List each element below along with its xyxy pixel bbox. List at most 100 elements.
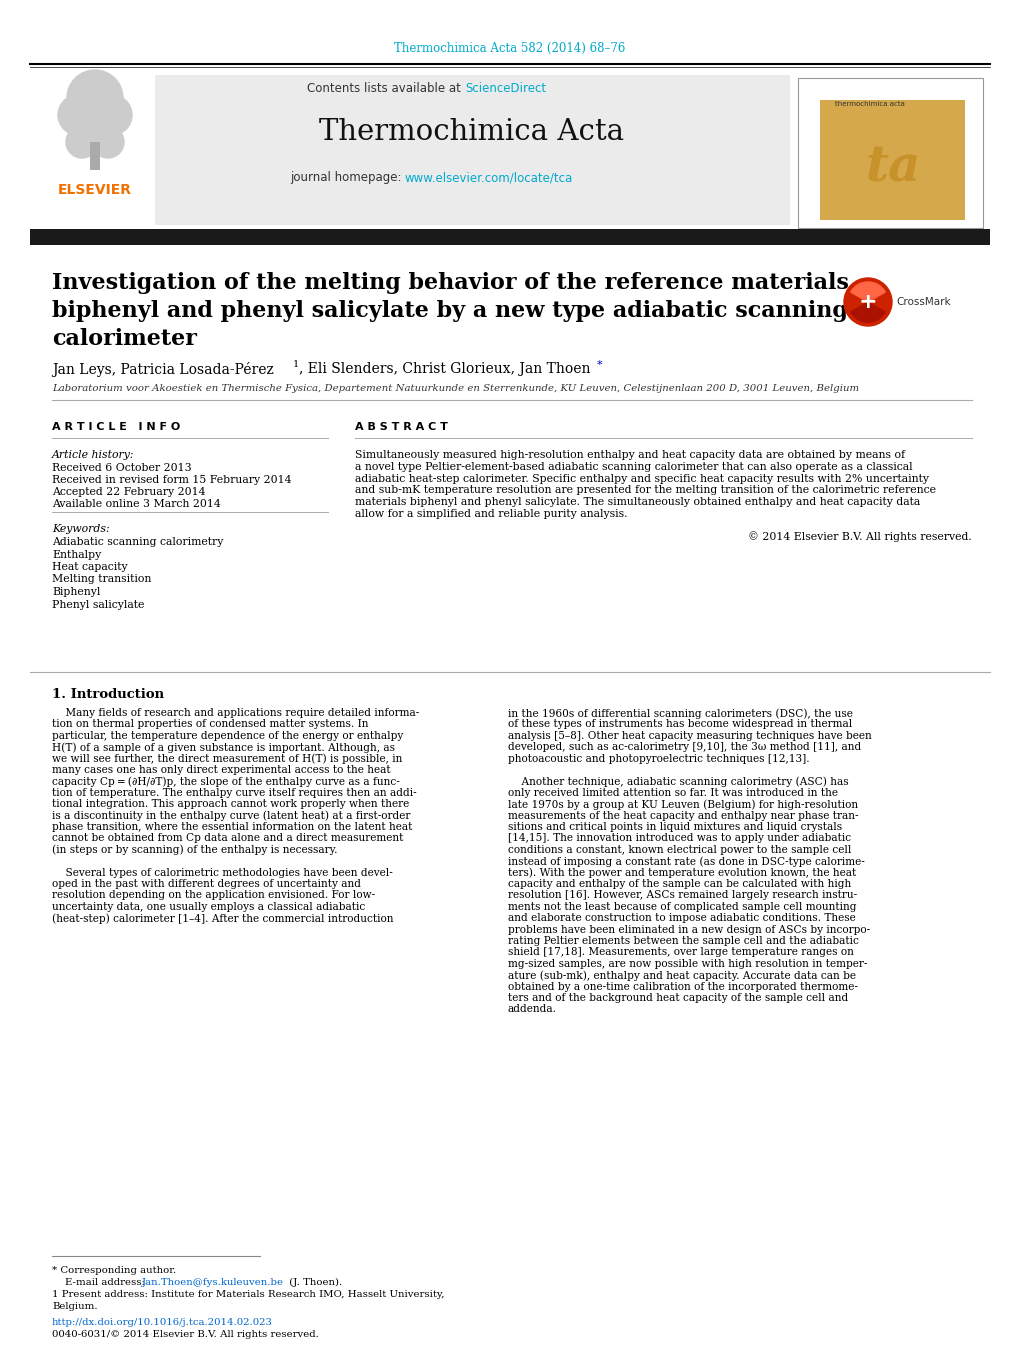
Text: Phenyl salicylate: Phenyl salicylate	[52, 600, 145, 609]
Text: adiabatic heat-step calorimeter. Specific enthalpy and specific heat capacity re: adiabatic heat-step calorimeter. Specifi…	[355, 474, 928, 484]
Circle shape	[66, 126, 98, 158]
Text: allow for a simplified and reliable purity analysis.: allow for a simplified and reliable puri…	[355, 509, 627, 519]
Bar	[155, 76, 790, 226]
Text: E-mail address:: E-mail address:	[52, 1278, 148, 1288]
Text: and sub-mK temperature resolution are presented for the melting transition of th: and sub-mK temperature resolution are pr…	[355, 485, 935, 496]
Text: (heat-step) calorimeter [1–4]. After the commercial introduction: (heat-step) calorimeter [1–4]. After the…	[52, 913, 393, 924]
Text: ments not the least because of complicated sample cell mounting: ments not the least because of complicat…	[507, 902, 856, 912]
Text: ature (sub-mk), enthalpy and heat capacity. Accurate data can be: ature (sub-mk), enthalpy and heat capaci…	[507, 970, 855, 981]
Text: biphenyl and phenyl salicylate by a new type adiabatic scanning: biphenyl and phenyl salicylate by a new …	[52, 300, 847, 322]
Text: capacity and enthalpy of the sample can be calculated with high: capacity and enthalpy of the sample can …	[507, 880, 851, 889]
Text: Adiabatic scanning calorimetry: Adiabatic scanning calorimetry	[52, 536, 223, 547]
Text: Another technique, adiabatic scanning calorimetry (ASC) has: Another technique, adiabatic scanning ca…	[507, 777, 848, 788]
Text: ters). With the power and temperature evolution known, the heat: ters). With the power and temperature ev…	[507, 867, 855, 878]
Text: Investigation of the melting behavior of the reference materials: Investigation of the melting behavior of…	[52, 272, 848, 295]
Text: conditions a constant, known electrical power to the sample cell: conditions a constant, known electrical …	[507, 844, 851, 855]
Text: we will see further, the direct measurement of H(T) is possible, in: we will see further, the direct measurem…	[52, 754, 401, 765]
Text: late 1970s by a group at KU Leuven (Belgium) for high-resolution: late 1970s by a group at KU Leuven (Belg…	[507, 800, 857, 809]
Text: a novel type Peltier-element-based adiabatic scanning calorimeter that can also : a novel type Peltier-element-based adiab…	[355, 462, 912, 471]
FancyBboxPatch shape	[819, 100, 964, 220]
Wedge shape	[850, 282, 884, 303]
Text: , Eli Slenders, Christ Glorieux, Jan Thoen: , Eli Slenders, Christ Glorieux, Jan Tho…	[299, 362, 590, 376]
Text: tional integration. This approach cannot work properly when there: tional integration. This approach cannot…	[52, 800, 409, 809]
Text: only received limited attention so far. It was introduced in the: only received limited attention so far. …	[507, 788, 838, 798]
Text: A R T I C L E   I N F O: A R T I C L E I N F O	[52, 422, 180, 432]
Text: mg-sized samples, are now possible with high resolution in temper-: mg-sized samples, are now possible with …	[507, 959, 866, 969]
Circle shape	[92, 95, 131, 135]
Text: Biphenyl: Biphenyl	[52, 586, 100, 597]
Text: Enthalpy: Enthalpy	[52, 550, 101, 559]
Text: Laboratorium voor Akoestiek en Thermische Fysica, Departement Natuurkunde en Ste: Laboratorium voor Akoestiek en Thermisch…	[52, 384, 858, 393]
Bar	[90, 142, 100, 170]
Text: Thermochimica Acta: Thermochimica Acta	[319, 118, 624, 146]
Text: CrossMark: CrossMark	[895, 297, 950, 307]
Text: Many fields of research and applications require detailed informa-: Many fields of research and applications…	[52, 708, 419, 717]
Text: (J. Thoen).: (J. Thoen).	[285, 1278, 342, 1288]
Text: Jan Leys, Patricia Losada-Pérez: Jan Leys, Patricia Losada-Pérez	[52, 362, 278, 377]
Text: www.elsevier.com/locate/tca: www.elsevier.com/locate/tca	[405, 172, 573, 185]
Text: many cases one has only direct experimental access to the heat: many cases one has only direct experimen…	[52, 765, 390, 775]
Circle shape	[58, 95, 98, 135]
Text: Jan.Thoen@fys.kuleuven.be: Jan.Thoen@fys.kuleuven.be	[142, 1278, 283, 1288]
Text: analysis [5–8]. Other heat capacity measuring techniques have been: analysis [5–8]. Other heat capacity meas…	[507, 731, 871, 740]
Text: Available online 3 March 2014: Available online 3 March 2014	[52, 499, 220, 509]
Text: and elaborate construction to impose adiabatic conditions. These: and elaborate construction to impose adi…	[507, 913, 855, 923]
Text: Accepted 22 February 2014: Accepted 22 February 2014	[52, 486, 205, 497]
Text: of these types of instruments has become widespread in thermal: of these types of instruments has become…	[507, 719, 852, 730]
Text: resolution depending on the application envisioned. For low-: resolution depending on the application …	[52, 890, 375, 900]
FancyBboxPatch shape	[797, 78, 982, 228]
Text: Belgium.: Belgium.	[52, 1302, 98, 1310]
Text: 0040-6031/© 2014 Elsevier B.V. All rights reserved.: 0040-6031/© 2014 Elsevier B.V. All right…	[52, 1329, 319, 1339]
Text: tion on thermal properties of condensed matter systems. In: tion on thermal properties of condensed …	[52, 719, 368, 730]
Text: Keywords:: Keywords:	[52, 524, 109, 534]
Wedge shape	[850, 303, 884, 322]
Text: calorimeter: calorimeter	[52, 328, 197, 350]
Text: Received 6 October 2013: Received 6 October 2013	[52, 463, 192, 473]
Text: H(T) of a sample of a given substance is important. Although, as: H(T) of a sample of a given substance is…	[52, 742, 394, 753]
Text: shield [17,18]. Measurements, over large temperature ranges on: shield [17,18]. Measurements, over large…	[507, 947, 853, 958]
Circle shape	[73, 105, 117, 150]
Text: addenda.: addenda.	[507, 1004, 556, 1015]
Text: sitions and critical points in liquid mixtures and liquid crystals: sitions and critical points in liquid mi…	[507, 821, 842, 832]
Text: * Corresponding author.: * Corresponding author.	[52, 1266, 176, 1275]
Text: capacity Cp = (∂H/∂T)p, the slope of the enthalpy curve as a func-: capacity Cp = (∂H/∂T)p, the slope of the…	[52, 777, 399, 788]
Text: Several types of calorimetric methodologies have been devel-: Several types of calorimetric methodolog…	[52, 867, 392, 878]
Text: ters and of the background heat capacity of the sample cell and: ters and of the background heat capacity…	[507, 993, 848, 1002]
Text: Heat capacity: Heat capacity	[52, 562, 127, 571]
Text: Received in revised form 15 February 2014: Received in revised form 15 February 201…	[52, 476, 291, 485]
Text: (in steps or by scanning) of the enthalpy is necessary.: (in steps or by scanning) of the enthalp…	[52, 844, 337, 855]
Text: obtained by a one-time calibration of the incorporated thermome-: obtained by a one-time calibration of th…	[507, 982, 857, 992]
Text: journal homepage:: journal homepage:	[289, 172, 405, 185]
Text: phase transition, where the essential information on the latent heat: phase transition, where the essential in…	[52, 821, 412, 832]
Text: tion of temperature. The enthalpy curve itself requires then an addi-: tion of temperature. The enthalpy curve …	[52, 788, 416, 798]
Bar	[30, 230, 989, 245]
Circle shape	[92, 126, 124, 158]
Text: photoacoustic and photopyroelectric techniques [12,13].: photoacoustic and photopyroelectric tech…	[507, 754, 809, 763]
Text: Article history:: Article history:	[52, 450, 135, 459]
Text: Thermochimica Acta 582 (2014) 68–76: Thermochimica Acta 582 (2014) 68–76	[394, 42, 625, 54]
Text: oped in the past with different degrees of uncertainty and: oped in the past with different degrees …	[52, 880, 361, 889]
Text: in the 1960s of differential scanning calorimeters (DSC), the use: in the 1960s of differential scanning ca…	[507, 708, 852, 719]
Text: 1 Present address: Institute for Materials Research IMO, Hasselt University,: 1 Present address: Institute for Materia…	[52, 1290, 444, 1300]
Text: developed, such as ac-calorimetry [9,10], the 3ω method [11], and: developed, such as ac-calorimetry [9,10]…	[507, 742, 860, 753]
Text: is a discontinuity in the enthalpy curve (latent heat) at a first-order: is a discontinuity in the enthalpy curve…	[52, 811, 410, 821]
Text: problems have been eliminated in a new design of ASCs by incorpo-: problems have been eliminated in a new d…	[507, 924, 869, 935]
Text: rating Peltier elements between the sample cell and the adiabatic: rating Peltier elements between the samp…	[507, 936, 858, 946]
Text: Simultaneously measured high-resolution enthalpy and heat capacity data are obta: Simultaneously measured high-resolution …	[355, 450, 904, 459]
Text: Contents lists available at: Contents lists available at	[307, 81, 465, 95]
Text: thermochimica acta: thermochimica acta	[835, 101, 904, 107]
Text: 1: 1	[292, 359, 299, 369]
Text: particular, the temperature dependence of the energy or enthalpy: particular, the temperature dependence o…	[52, 731, 403, 740]
Text: © 2014 Elsevier B.V. All rights reserved.: © 2014 Elsevier B.V. All rights reserved…	[748, 531, 971, 542]
Circle shape	[67, 70, 123, 126]
Text: [14,15]. The innovation introduced was to apply under adiabatic: [14,15]. The innovation introduced was t…	[507, 834, 850, 843]
Text: *: *	[596, 359, 602, 370]
Circle shape	[843, 278, 892, 326]
Text: resolution [16]. However, ASCs remained largely research instru-: resolution [16]. However, ASCs remained …	[507, 890, 856, 900]
Text: materials biphenyl and phenyl salicylate. The simultaneously obtained enthalpy a: materials biphenyl and phenyl salicylate…	[355, 497, 919, 507]
Text: http://dx.doi.org/10.1016/j.tca.2014.02.023: http://dx.doi.org/10.1016/j.tca.2014.02.…	[52, 1319, 273, 1327]
Text: 1. Introduction: 1. Introduction	[52, 688, 164, 701]
Text: instead of imposing a constant rate (as done in DSC-type calorime-: instead of imposing a constant rate (as …	[507, 857, 864, 867]
Text: ScienceDirect: ScienceDirect	[465, 81, 545, 95]
Text: +: +	[858, 292, 876, 312]
